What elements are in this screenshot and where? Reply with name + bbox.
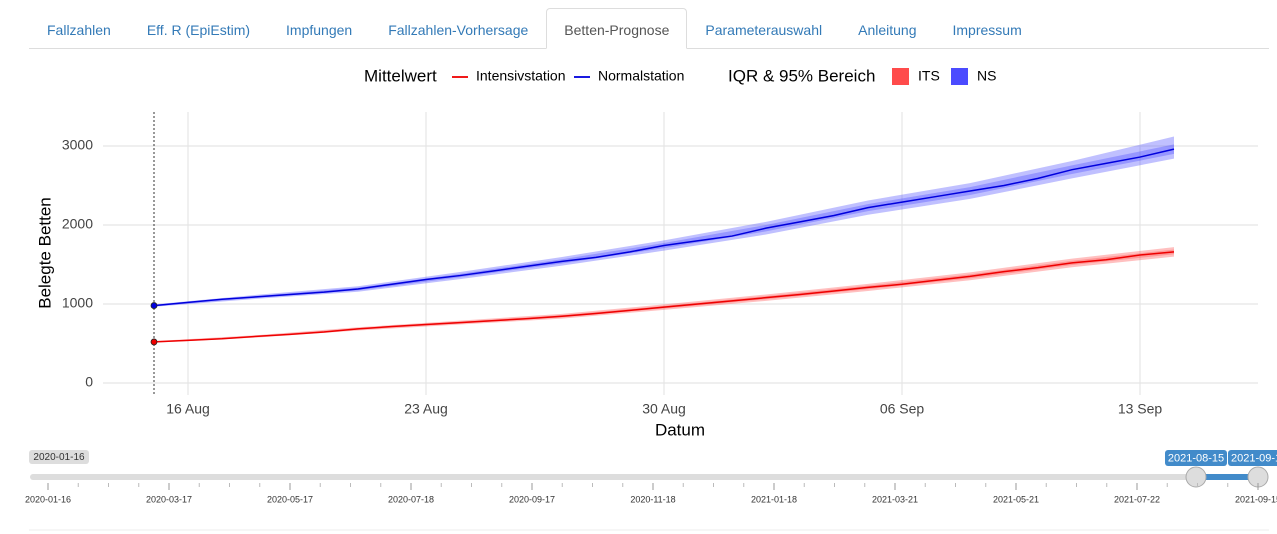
tab[interactable]: Anleitung — [858, 22, 917, 38]
tab[interactable]: Betten-Prognose — [546, 8, 688, 49]
legend-label: Intensivstation — [476, 68, 566, 84]
slider-from-box — [1165, 450, 1227, 466]
x-axis-label: Datum — [655, 420, 705, 439]
slider-grid-label: 2020-03-17 — [146, 494, 192, 504]
legend-label: ITS — [918, 68, 940, 84]
legend-title: IQR & 95% Bereich — [728, 66, 875, 85]
tab-bar: Fallzahlen Eff. R (EpiEstim) Impfungen Fall… — [29, 8, 1269, 49]
legend-label: NS — [977, 68, 996, 84]
legend-swatch — [892, 68, 909, 85]
tab[interactable]: Fallzahlen-Vorhersage — [388, 22, 529, 38]
y-tick-label: 2000 — [62, 216, 93, 232]
slider-grid-label: 2020-09-17 — [509, 494, 555, 504]
slider-to-label: 2021-09-1 — [1231, 452, 1277, 464]
y-tick-label: 0 — [85, 374, 93, 390]
x-tick-label: 23 Aug — [404, 401, 448, 417]
plot-background — [103, 112, 1258, 395]
slider-grid-label: 2020-07-18 — [388, 494, 434, 504]
slider-grid-label: 2021-05-21 — [993, 494, 1039, 504]
tab[interactable]: Impressum — [952, 22, 1022, 38]
start-point — [150, 338, 158, 346]
x-tick-label: 06 Sep — [880, 401, 925, 417]
slider-grid-label: 2020-01-16 — [25, 494, 71, 504]
y-axis-label: Belegte Betten — [35, 197, 54, 309]
slider-grid-label: 2020-11-18 — [630, 494, 675, 504]
tab[interactable]: Fallzahlen — [47, 22, 111, 38]
tab[interactable]: Eff. R (EpiEstim) — [146, 22, 251, 38]
legend-label: Normalstation — [598, 68, 684, 84]
slider-grid-label: 2021-09-15 — [1235, 494, 1277, 504]
slider-min-box — [29, 450, 89, 464]
legend-swatch — [951, 68, 968, 85]
slider-from-label: 2021-08-15 — [1168, 452, 1224, 464]
y-tick-label: 3000 — [62, 137, 93, 153]
slider-min-label: 2020-01-16 — [33, 452, 85, 463]
line — [153, 148, 1175, 307]
tab[interactable]: Impfungen — [286, 22, 353, 38]
slider-handle[interactable] — [1185, 466, 1207, 488]
line — [153, 251, 1175, 343]
legend-title: Mittelwert — [364, 66, 437, 85]
slider-grid-label: 2021-03-21 — [872, 494, 918, 504]
slider-grid-label: 2021-07-22 — [1114, 494, 1160, 504]
plot-area — [103, 112, 1258, 395]
slider-grid-label: 2020-05-17 — [267, 494, 313, 504]
x-tick-label: 30 Aug — [642, 401, 686, 417]
slider-to-box — [1228, 450, 1277, 466]
x-tick-label: 13 Sep — [1118, 401, 1163, 417]
start-point — [150, 302, 158, 309]
slider-grid-label: 2021-01-18 — [751, 494, 797, 504]
x-tick-label: 16 Aug — [166, 401, 210, 417]
y-tick-label: 1000 — [62, 295, 93, 311]
tab[interactable]: Parameterauswahl — [705, 22, 823, 38]
